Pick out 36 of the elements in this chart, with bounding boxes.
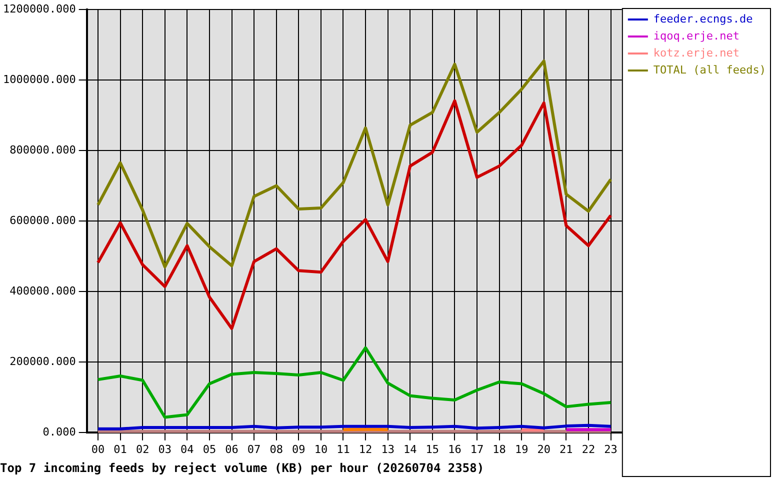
x-tick-label: 13 <box>381 442 394 456</box>
x-tick-label: 04 <box>180 442 194 456</box>
legend-label: TOTAL (all feeds) <box>653 63 766 76</box>
x-tick-label: 05 <box>202 442 216 456</box>
y-tick-label: 0.000 <box>42 425 76 438</box>
y-tick-label: 400000.000 <box>10 284 76 298</box>
x-tick-label: 18 <box>492 442 506 456</box>
x-tick-label: 02 <box>136 442 150 456</box>
text: Top 7 incoming feeds by reject volume (KB) per hour (20260704 2358) <box>0 460 484 475</box>
x-tick-label: 12 <box>358 442 372 456</box>
x-tick-label: 21 <box>560 442 573 456</box>
x-tick-label: 23 <box>604 442 618 456</box>
x-tick-label: 01 <box>114 442 127 456</box>
y-tick-label: 800000.000 <box>10 143 76 156</box>
y-tick-label: 600000.000 <box>10 214 76 227</box>
x-tick-label: 03 <box>158 442 172 456</box>
legend-label: feeder.ecngs.de <box>653 12 753 26</box>
x-tick-label: 20 <box>537 442 551 456</box>
x-tick-label: 16 <box>448 442 462 456</box>
x-tick-label: 06 <box>225 442 238 456</box>
x-tick-label: 09 <box>292 442 306 456</box>
x-tick-label: 19 <box>514 442 528 456</box>
y-tick-label: 200000.000 <box>10 354 76 368</box>
x-tick-label: 15 <box>426 442 440 456</box>
x-tick-label: 08 <box>270 442 283 456</box>
x-tick-label: 10 <box>314 442 328 456</box>
x-tick-label: 14 <box>403 442 418 456</box>
x-tick-label: 07 <box>247 442 261 456</box>
x-tick-label: 22 <box>582 442 596 456</box>
x-tick-label: 00 <box>91 442 105 456</box>
y-tick-label: 1200000.000 <box>2 2 76 16</box>
legend-label: kotz.erje.net <box>653 46 740 60</box>
x-tick-label: 17 <box>470 442 484 456</box>
x-tick-label: 11 <box>336 442 350 456</box>
y-tick-label: 1000000.000 <box>2 72 76 86</box>
legend-label: iqoq.erje.net <box>653 29 740 42</box>
